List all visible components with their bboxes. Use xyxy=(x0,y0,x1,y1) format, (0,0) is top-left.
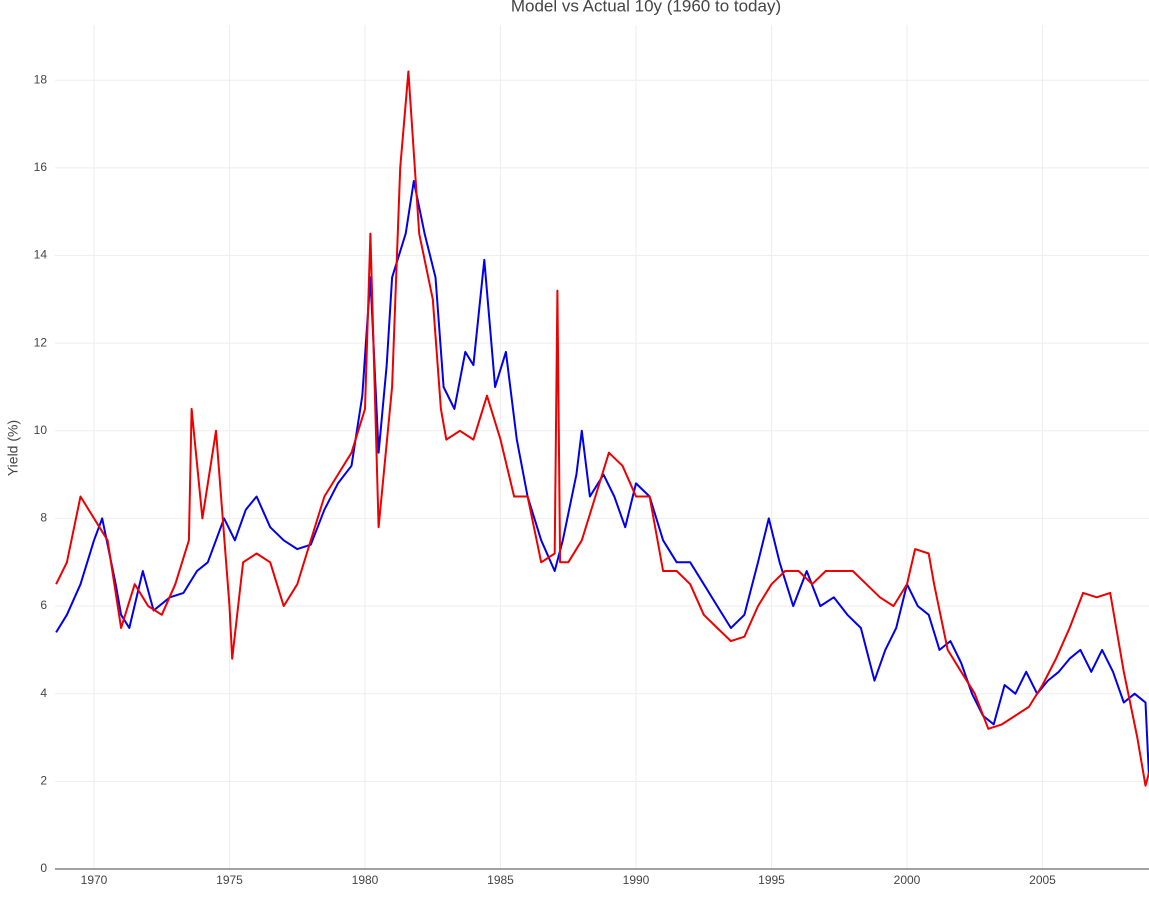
x-tick-label: 2000 xyxy=(894,873,921,887)
y-tick-label: 16 xyxy=(34,160,48,174)
x-tick-label: 1970 xyxy=(81,873,108,887)
x-tick-label: 2005 xyxy=(1029,873,1056,887)
y-axis-label: Yield (%) xyxy=(5,420,21,476)
y-tick-label: 4 xyxy=(40,686,47,700)
x-tick-label: 1980 xyxy=(352,873,379,887)
y-tick-label: 10 xyxy=(34,423,48,437)
y-tick-label: 0 xyxy=(40,861,47,875)
y-tick-label: 2 xyxy=(40,774,47,788)
y-tick-label: 12 xyxy=(34,335,48,349)
x-tick-label: 1975 xyxy=(216,873,243,887)
y-tick-label: 14 xyxy=(34,248,48,262)
y-tick-label: 6 xyxy=(40,598,47,612)
y-tick-label: 18 xyxy=(34,72,48,86)
chart-title: Model vs Actual 10y (1960 to today) xyxy=(511,0,781,15)
y-tick-label: 8 xyxy=(40,511,47,525)
line-series xyxy=(55,70,1149,787)
x-tick-label: 1985 xyxy=(487,873,514,887)
x-tick-label: 1995 xyxy=(758,873,785,887)
x-tick-label: 1990 xyxy=(623,873,650,887)
